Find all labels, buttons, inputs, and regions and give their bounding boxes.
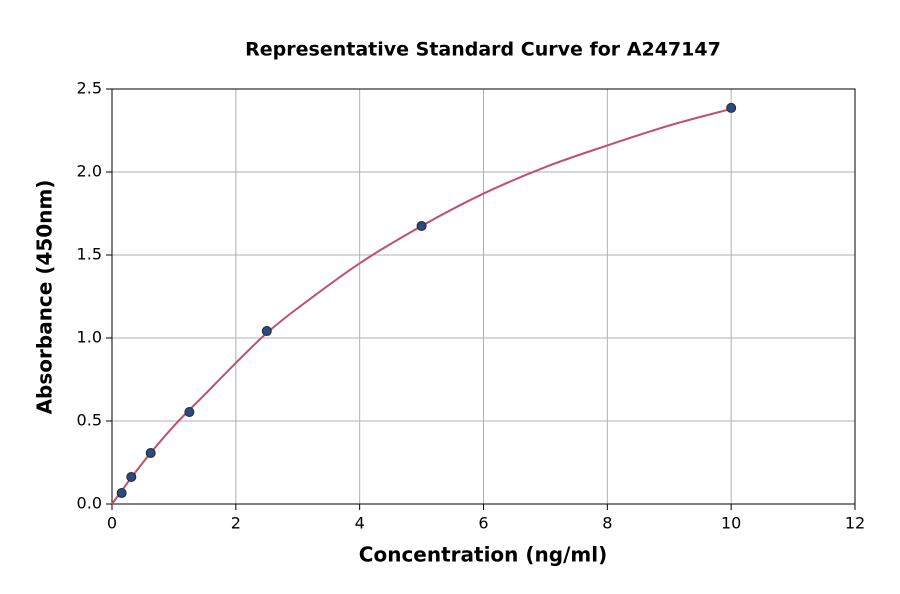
chart-title: Representative Standard Curve for A24714… xyxy=(245,39,721,61)
x-tick-label: 6 xyxy=(478,514,488,533)
data-point xyxy=(416,220,427,231)
x-tick-label: 8 xyxy=(602,514,612,533)
data-point xyxy=(261,326,272,337)
y-tick-label: 2.0 xyxy=(77,162,102,181)
y-tick-label: 0.0 xyxy=(77,494,102,513)
y-tick-label: 0.5 xyxy=(77,411,102,430)
y-tick-label: 2.5 xyxy=(77,79,102,98)
data-point xyxy=(116,488,127,499)
data-point xyxy=(726,102,737,113)
x-tick-label: 2 xyxy=(231,514,241,533)
data-point xyxy=(184,407,195,418)
plot-frame xyxy=(111,88,856,505)
x-axis-label: Concentration (ng/ml) xyxy=(359,543,607,567)
data-point xyxy=(145,448,156,459)
fit-curve xyxy=(111,107,732,505)
x-tick-label: 10 xyxy=(721,514,741,533)
x-tick-label: 12 xyxy=(845,514,865,533)
data-point xyxy=(126,471,137,482)
y-tick-label: 1.0 xyxy=(77,328,102,347)
x-tick-label: 4 xyxy=(355,514,365,533)
y-tick-label: 1.5 xyxy=(77,245,102,264)
y-axis-label: Absorbance (450nm) xyxy=(33,180,57,415)
x-tick-label: 0 xyxy=(107,514,117,533)
